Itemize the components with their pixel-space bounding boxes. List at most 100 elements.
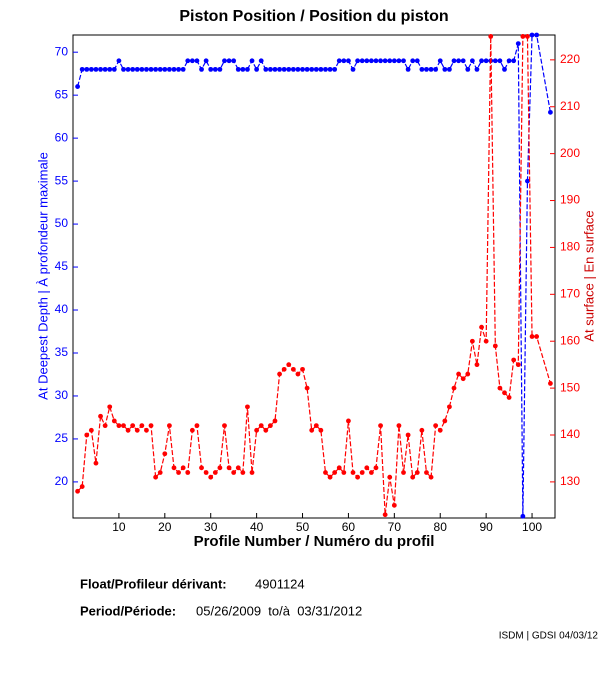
- y2-axis-label: At surface | En surface: [581, 210, 596, 341]
- data-point: [309, 427, 315, 433]
- data-point: [341, 58, 347, 64]
- data-point: [281, 366, 287, 372]
- data-point: [492, 343, 498, 349]
- data-point: [217, 66, 223, 72]
- data-point: [286, 66, 292, 72]
- data-point: [153, 474, 159, 480]
- data-point: [520, 513, 526, 519]
- data-point: [148, 423, 154, 429]
- data-point: [359, 470, 365, 475]
- y-tick-label: 30: [55, 388, 69, 402]
- data-point: [447, 404, 452, 410]
- data-point: [355, 58, 361, 64]
- data-point: [272, 66, 278, 72]
- data-point: [387, 58, 393, 64]
- data-point: [525, 34, 530, 39]
- x-tick-label: 60: [342, 520, 356, 534]
- data-point: [267, 423, 273, 429]
- x-tick-label: 80: [434, 520, 448, 534]
- data-point: [497, 58, 503, 64]
- data-point: [199, 66, 204, 72]
- data-point: [419, 427, 425, 433]
- data-point: [167, 66, 172, 72]
- data-point: [313, 66, 319, 72]
- data-point: [332, 470, 338, 475]
- data-point: [414, 58, 420, 64]
- data-point: [405, 432, 411, 438]
- y-axis-label: At Deepest Depth | À profondeur maximale: [35, 152, 50, 400]
- data-point: [304, 385, 310, 391]
- data-point: [534, 32, 540, 38]
- data-point: [391, 58, 397, 64]
- data-point: [456, 58, 461, 64]
- y-tick-label: 50: [55, 216, 69, 230]
- data-point: [125, 66, 131, 72]
- data-point: [254, 66, 260, 72]
- data-point: [111, 418, 117, 424]
- data-point: [139, 66, 145, 72]
- y-tick-label: 65: [55, 87, 69, 101]
- data-point: [157, 66, 163, 72]
- data-point: [474, 362, 480, 368]
- period: 05/26/2009 to/à 03/31/2012: [196, 603, 362, 618]
- data-point: [304, 66, 310, 72]
- data-point: [515, 362, 521, 368]
- data-point: [511, 357, 517, 363]
- data-point: [442, 66, 448, 72]
- data-point: [267, 66, 273, 72]
- data-point: [364, 465, 370, 471]
- data-point: [497, 385, 503, 391]
- data-point: [368, 470, 374, 475]
- data-point: [111, 66, 117, 72]
- data-point: [162, 451, 168, 457]
- data-point: [401, 58, 406, 64]
- data-point: [318, 427, 324, 433]
- y-tick-label: 25: [55, 431, 69, 445]
- data-point: [157, 470, 163, 475]
- y-tick-label: 60: [55, 130, 69, 144]
- data-point: [405, 66, 411, 72]
- data-point: [492, 58, 498, 64]
- data-point: [212, 470, 218, 475]
- data-point: [378, 423, 383, 429]
- y2-tick-label: 200: [560, 146, 580, 160]
- data-point: [465, 371, 471, 377]
- data-point: [116, 58, 122, 64]
- data-point: [506, 58, 512, 64]
- data-point: [222, 58, 227, 64]
- data-point: [167, 423, 172, 429]
- data-point: [171, 465, 177, 471]
- data-point: [295, 66, 301, 72]
- data-point: [520, 34, 526, 39]
- chart-title: Piston Position / Position du piston: [179, 8, 448, 25]
- data-point: [479, 58, 484, 64]
- data-point: [102, 66, 108, 72]
- data-point: [249, 58, 255, 64]
- data-point: [180, 465, 186, 471]
- data-point: [212, 66, 218, 72]
- float-id: 4901124: [255, 576, 305, 591]
- data-point: [336, 58, 342, 64]
- data-point: [231, 470, 237, 475]
- data-point: [419, 66, 425, 72]
- data-point: [208, 66, 214, 72]
- data-point: [460, 376, 466, 382]
- data-point: [442, 418, 448, 424]
- data-point: [515, 41, 521, 46]
- data-point: [309, 66, 315, 72]
- data-point: [346, 418, 351, 424]
- data-point: [548, 381, 553, 386]
- data-point: [511, 58, 517, 64]
- data-point: [359, 58, 365, 64]
- data-point: [313, 423, 319, 429]
- data-point: [75, 84, 80, 89]
- data-point: [93, 460, 99, 466]
- data-point: [332, 66, 338, 72]
- period-label: Period/Période:: [80, 603, 176, 618]
- data-point: [469, 338, 475, 344]
- data-point: [176, 66, 181, 72]
- y-tick-label: 45: [55, 259, 69, 273]
- data-point: [286, 362, 292, 368]
- data-point: [102, 423, 108, 429]
- data-point: [368, 58, 374, 64]
